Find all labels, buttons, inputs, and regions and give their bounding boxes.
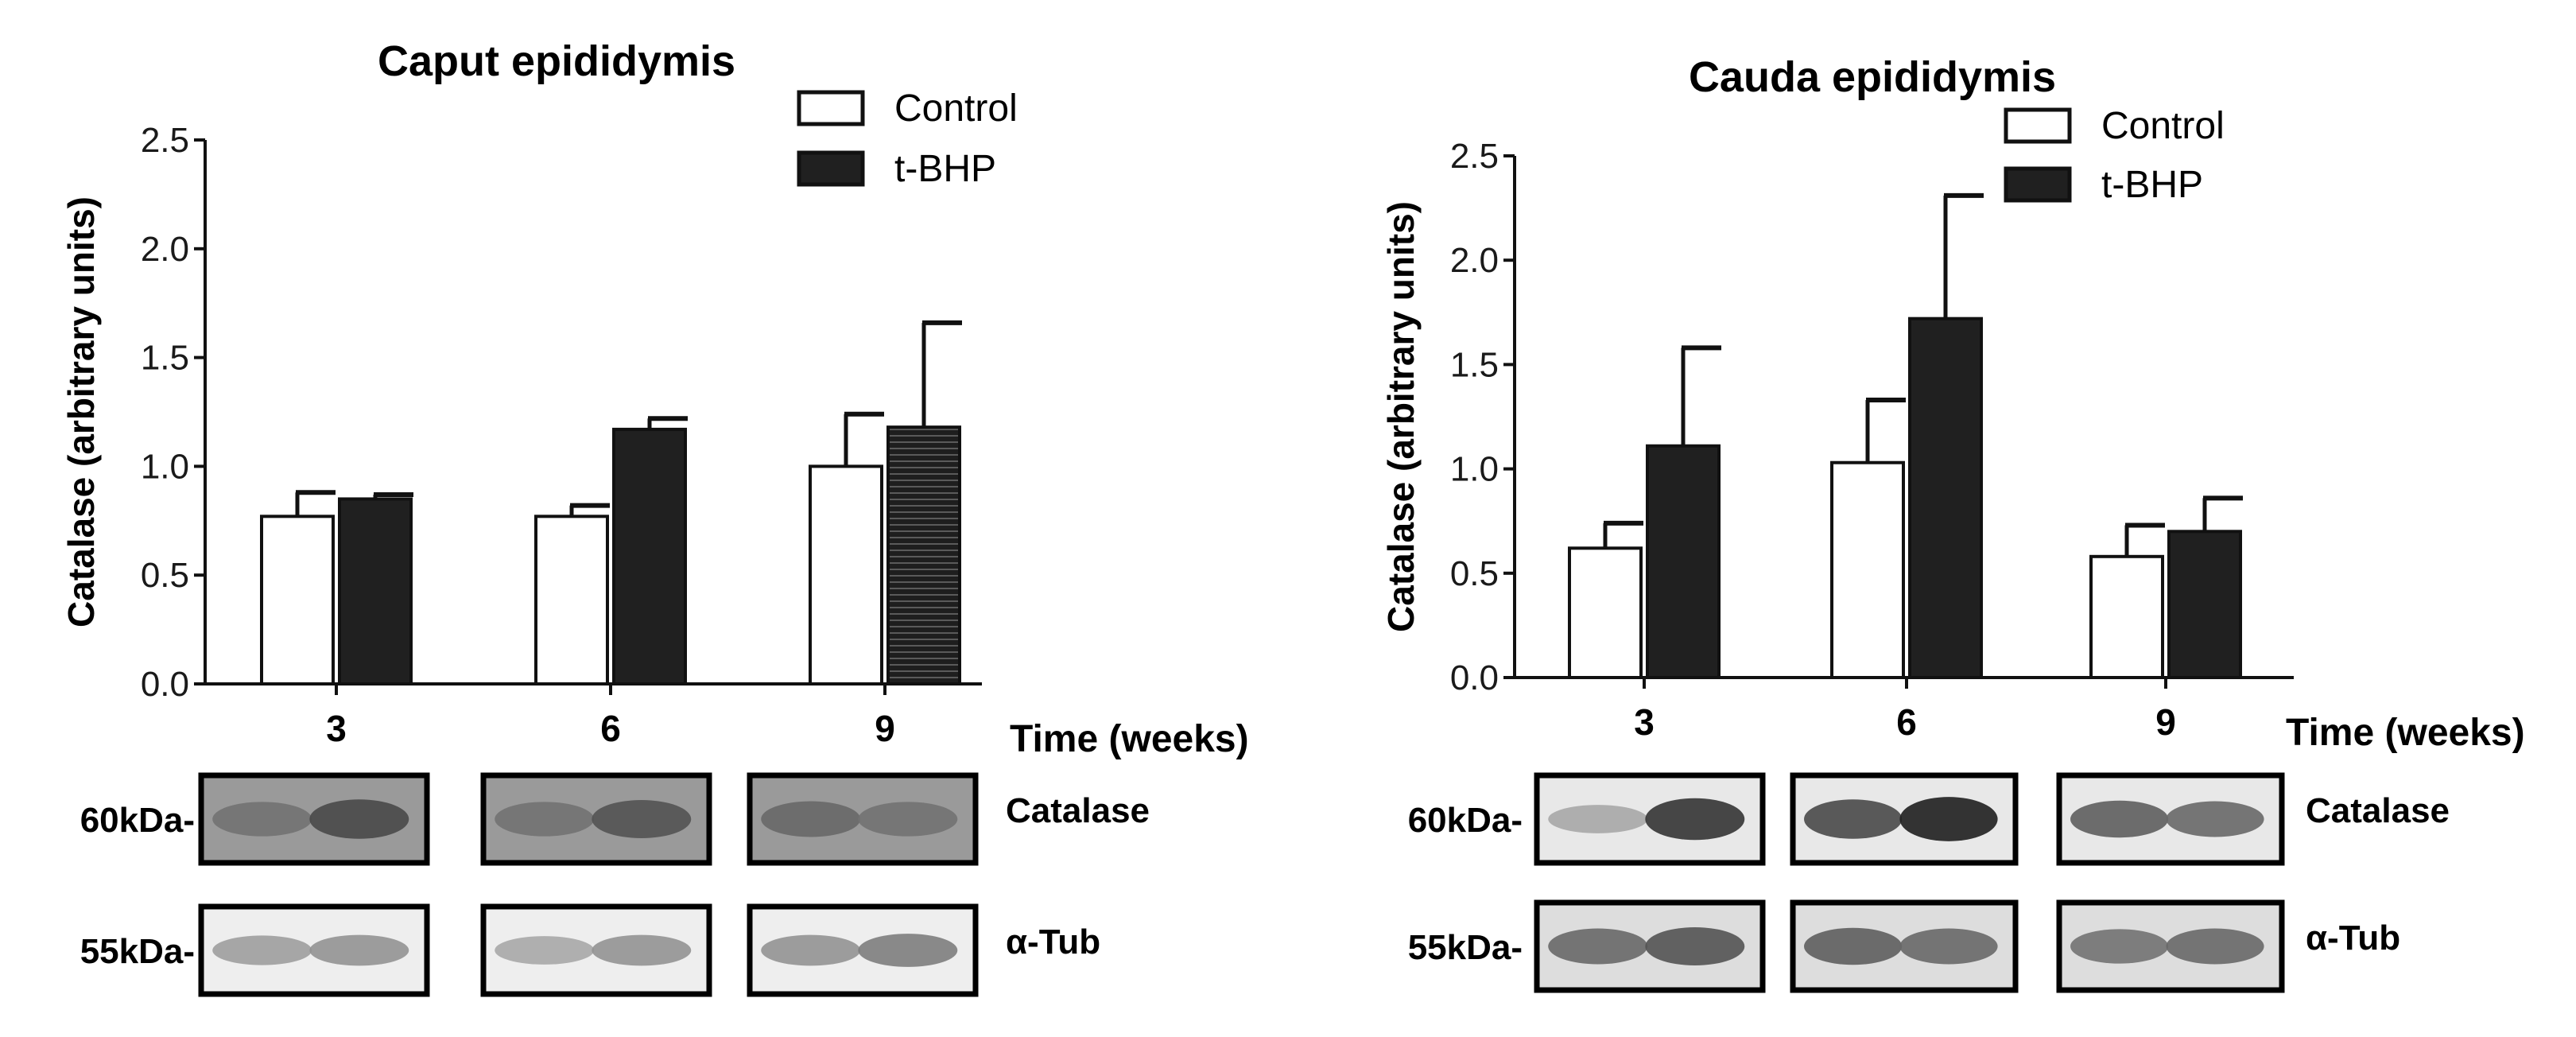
blot-band [495,802,595,837]
x-axis-label: Time (weeks) [2286,712,2525,754]
blot-band [1548,928,1648,965]
chart-title: Caput epididymis [378,37,735,85]
legend-swatch-control [797,90,865,126]
bar-control-3 [260,515,335,686]
bar-control-9 [2089,554,2164,679]
caput-panel: Caput epididymis 0.0 0.5 1.0 1.5 2.0 2.5 Catala… [60,37,1249,997]
y-tick-label: 2.5 [141,121,189,160]
cauda-panel: Cauda epididymis 0.0 0.5 1.0 1.5 2.0 2.5 Catala… [1380,53,2525,993]
y-tick-label: 1.0 [1450,450,1499,489]
blot-band [1645,798,1745,841]
legend-label: Control [894,87,1018,130]
y-tick-label: 1.0 [141,447,189,486]
bar-control-6 [534,515,609,686]
y-tick-label: 0.5 [1450,554,1499,593]
y-axis-label: Catalase (arbitrary units) [60,196,102,627]
y-tick-label: 0.0 [1450,658,1499,697]
blot-band [858,802,958,837]
legend-label: t-BHP [894,148,996,190]
blot-band [1804,927,1903,965]
protein-label: Catalase [2306,791,2450,830]
blot-band [212,935,312,965]
y-tick-label: 1.5 [1450,345,1499,384]
protein-label: α-Tub [2306,919,2400,957]
x-tick-label: 6 [600,708,621,749]
blot-band [2166,928,2264,965]
bar-t-bhp-6 [612,427,687,686]
blot-band [2070,800,2169,838]
blot-band [592,934,692,966]
protein-label: Catalase [1006,791,1150,830]
legend-swatch-t-bhp [2004,166,2072,203]
y-tick-label: 1.5 [141,339,189,378]
x-tick-label: 6 [1896,701,1917,743]
blot-band [1899,928,1998,965]
legend-label: t-BHP [2101,164,2203,206]
blot-band [1645,927,1745,965]
bar-control-3 [1568,546,1643,680]
bar-control-6 [1830,460,1905,680]
y-tick-label: 2.5 [1450,137,1499,176]
blot-band [2166,801,2264,837]
kda-label: 60kDa- [1408,801,1523,840]
protein-label: α-Tub [1006,922,1100,961]
blot-band [309,934,409,966]
legend-swatch-t-bhp [797,150,865,187]
kda-label: 60kDa- [80,801,195,840]
kda-label: 55kDa- [80,932,195,971]
blot-band [495,936,595,965]
y-tick-label: 0.0 [141,665,189,704]
blot-band [858,934,958,967]
blot-band [1804,799,1903,839]
blot-band [212,802,312,837]
legend-label: Control [2101,105,2225,147]
bar-t-bhp-3 [1646,444,1721,680]
y-tick-label: 2.0 [141,230,189,269]
blot-band [761,801,861,837]
x-tick-label: 3 [1634,701,1655,743]
legend-swatch-control [2004,107,2072,144]
bar-t-bhp-3 [338,497,413,686]
blot-band [1899,797,1998,841]
y-axis-label: Catalase (arbitrary units) [1380,201,1422,632]
y-tick-label: 0.5 [141,556,189,595]
blot-band [761,934,861,966]
bar-t-bhp-9 [2167,530,2242,679]
x-axis-label: Time (weeks) [1010,718,1249,760]
blot-band [592,800,692,838]
x-tick-label: 9 [2155,701,2176,743]
chart-title: Cauda epididymis [1689,53,2056,101]
bar-control-9 [809,464,883,686]
blot-band [1548,805,1648,833]
y-tick-label: 2.0 [1450,241,1499,280]
blot-band [2070,929,2169,964]
x-tick-label: 3 [326,708,347,749]
blot-band [309,799,409,839]
x-tick-label: 9 [875,708,895,749]
kda-label: 55kDa- [1408,928,1523,967]
bar-t-bhp-9 [886,425,961,686]
bar-t-bhp-6 [1908,317,1983,679]
